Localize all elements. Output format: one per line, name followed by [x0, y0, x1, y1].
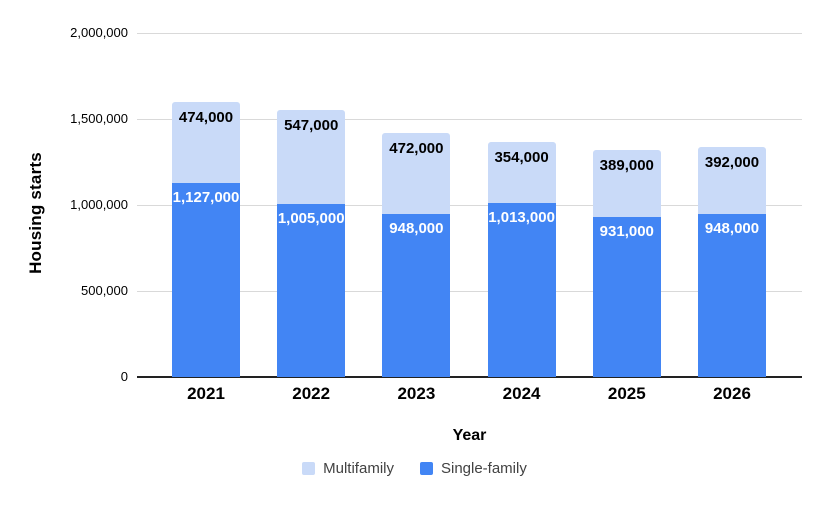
y-tick-label: 1,000,000 [70, 197, 128, 212]
x-axis-title: Year [452, 427, 487, 444]
x-axis-line [137, 376, 802, 378]
bar-segment-multifamily-2026 [698, 146, 766, 214]
multifamily-swatch-icon [302, 462, 316, 475]
bar-segment-single-family-2025 [592, 216, 661, 377]
bar-segment-multifamily-2024 [487, 141, 556, 203]
x-tick-label-2024: 2024 [502, 384, 541, 403]
single-family-swatch-icon [419, 462, 433, 475]
gridline [137, 291, 802, 292]
bar-segment-multifamily-2022 [277, 110, 346, 205]
y-tick-label: 1,500,000 [70, 111, 128, 126]
y-tick-label: 0 [120, 369, 128, 384]
gridline [137, 205, 802, 206]
legend-label-multifamily: Multifamily [323, 460, 394, 477]
bar-segment-multifamily-2023 [382, 132, 451, 214]
bar-segment-multifamily-2021 [172, 101, 240, 184]
legend-item-multifamily: Multifamily [302, 460, 394, 477]
bar-segment-multifamily-2025 [592, 149, 661, 217]
y-tick-label: 2,000,000 [70, 25, 128, 40]
legend-label-single-family: Single-family [440, 460, 527, 477]
x-tick-label-2022: 2022 [292, 384, 331, 403]
bar-segment-single-family-2026 [698, 213, 766, 377]
gridline [137, 33, 802, 34]
x-tick-label-2021: 2021 [187, 384, 225, 403]
x-tick-label-2026: 2026 [713, 384, 751, 403]
bar-segment-single-family-2021 [172, 183, 240, 377]
legend-item-single-family: Single-family [419, 460, 527, 477]
x-tick-label-2025: 2025 [607, 384, 646, 403]
bar-segment-single-family-2024 [487, 202, 556, 377]
bar-segment-single-family-2023 [382, 213, 451, 377]
y-tick-label: 500,000 [81, 283, 128, 298]
gridline [137, 119, 802, 120]
x-tick-label-2023: 2023 [397, 384, 436, 403]
legend: Multifamily Single-family [0, 460, 829, 477]
bar-segment-single-family-2022 [277, 204, 346, 377]
